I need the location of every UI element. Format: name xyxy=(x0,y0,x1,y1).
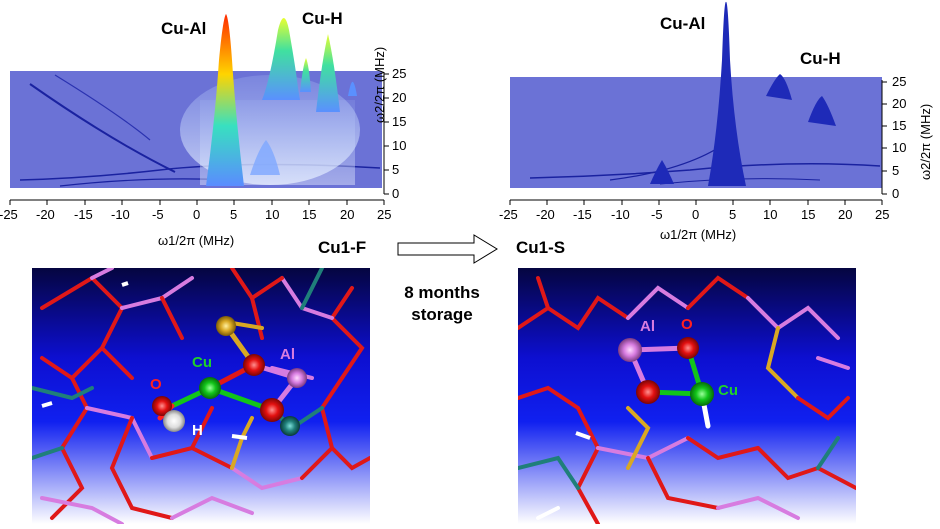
atom-al xyxy=(287,368,307,388)
ridge xyxy=(54,74,151,141)
structure-right-render xyxy=(516,268,858,526)
y-axis-title: ω2/2π (MHz) xyxy=(918,103,933,180)
storage-caption: 8 months storage xyxy=(378,282,506,326)
x-tick-label: 10 xyxy=(763,207,778,222)
atom-label-o: O xyxy=(681,316,693,333)
structure-right: Al O Cu xyxy=(516,268,858,526)
y-tick-label: 15 xyxy=(892,118,907,133)
y-tick-label: 0 xyxy=(392,186,400,201)
x-tick-label: -25 xyxy=(0,207,18,222)
peak-cu-h-second xyxy=(316,34,340,112)
y-tick-label: 15 xyxy=(392,114,407,129)
y-tick-label: 5 xyxy=(392,162,400,177)
transition-arrow xyxy=(397,234,498,264)
x-tick-label: -20 xyxy=(36,207,55,222)
bump xyxy=(250,140,280,175)
y-tick-label: 5 xyxy=(892,163,900,178)
y-tick-label: 25 xyxy=(392,66,407,81)
x-tick-label: 5 xyxy=(230,207,238,222)
x-axis-title: ω1/2π (MHz) xyxy=(158,233,235,248)
atom-o-hydroxyl xyxy=(152,396,172,416)
y-tick-label: 20 xyxy=(892,96,907,111)
x-tick-label: 20 xyxy=(340,207,355,222)
atom-o-bridge xyxy=(243,354,265,376)
peak-cu-al xyxy=(708,1,746,186)
atom-o-top xyxy=(677,337,699,359)
x-tick-label: 5 xyxy=(729,207,737,222)
x-tick-label: 0 xyxy=(193,207,201,222)
y-tick-label: 25 xyxy=(892,74,907,89)
peak-label-cu-h: Cu-H xyxy=(302,9,343,28)
atom-si xyxy=(280,416,300,436)
x-tick-label: -20 xyxy=(536,207,555,222)
x-axis-ticks xyxy=(509,200,883,205)
x-tick-label: -15 xyxy=(74,207,93,222)
atom-label-al: Al xyxy=(280,346,295,363)
spectrum-left-plot xyxy=(9,14,389,205)
y-tick-label: 20 xyxy=(392,90,407,105)
spectrum-left: Cu-Al Cu-H 25 20 15 10 5 0 ω2/2π (MHz) -… xyxy=(0,0,460,250)
peak-cu-al xyxy=(206,14,244,186)
y-axis-ticks xyxy=(882,81,887,195)
x-tick-label: -5 xyxy=(152,207,164,222)
x-tick-label: 25 xyxy=(875,207,890,222)
y-axis-title: ω2/2π (MHz) xyxy=(372,46,387,123)
x-tick-label: -15 xyxy=(573,207,592,222)
atom-label-cu: Cu xyxy=(192,354,212,371)
x-tick-label: 15 xyxy=(801,207,816,222)
atom-al xyxy=(618,338,642,362)
atom-label-o: O xyxy=(150,376,162,393)
x-tick-label: 25 xyxy=(377,207,392,222)
x-tick-label: -25 xyxy=(499,207,518,222)
bump xyxy=(650,160,674,184)
x-tick-label: -10 xyxy=(611,207,630,222)
spectrum-right-plot xyxy=(509,1,887,205)
sample-label-fresh: Cu1-F xyxy=(318,238,367,257)
y-axis-ticks xyxy=(384,73,389,195)
peak-label-cu-h: Cu-H xyxy=(800,49,841,68)
peak-cu-h-minor xyxy=(300,58,311,92)
atom-h xyxy=(163,410,185,432)
x-axis-ticks xyxy=(9,200,385,205)
peak-cu-h-second xyxy=(808,96,836,126)
atom-cu xyxy=(199,377,221,399)
peak-cu-h xyxy=(262,18,300,100)
storage-caption-line1: 8 months xyxy=(404,283,480,302)
atom-label-al: Al xyxy=(640,318,655,335)
storage-caption-line2: storage xyxy=(411,305,473,324)
atom-o-lower xyxy=(260,398,284,422)
x-axis-title: ω1/2π (MHz) xyxy=(660,227,737,242)
ridge xyxy=(29,83,176,173)
atom-label-h: H xyxy=(192,422,203,439)
y-tick-label: 10 xyxy=(392,138,407,153)
x-tick-label: -5 xyxy=(651,207,663,222)
x-tick-label: -10 xyxy=(111,207,130,222)
x-tick-label: 20 xyxy=(838,207,853,222)
spectrum-right-plane xyxy=(510,77,882,188)
atom-o-bottom xyxy=(636,380,660,404)
spectrum-right: Cu-Al Cu-H 25 20 15 10 5 0 ω2/2π (MHz) -… xyxy=(490,0,940,250)
peak-label-cu-al: Cu-Al xyxy=(660,14,706,33)
y-tick-label: 0 xyxy=(892,186,900,201)
structure-left-render xyxy=(30,266,372,526)
x-tick-label: 0 xyxy=(692,207,700,222)
ridge xyxy=(529,163,881,179)
peak-cu-h xyxy=(766,74,792,100)
peak-minor xyxy=(348,81,357,96)
structure-left: Cu Al O H xyxy=(30,266,372,526)
atom-label-cu: Cu xyxy=(718,382,738,399)
sample-label-stored: Cu1-S xyxy=(516,238,566,257)
peak-label-cu-al: Cu-Al xyxy=(161,19,207,38)
atom-s xyxy=(216,316,236,336)
x-tick-label: 10 xyxy=(265,207,280,222)
x-tick-label: 15 xyxy=(302,207,317,222)
y-tick-label: 10 xyxy=(892,140,907,155)
atom-cu xyxy=(690,382,714,406)
